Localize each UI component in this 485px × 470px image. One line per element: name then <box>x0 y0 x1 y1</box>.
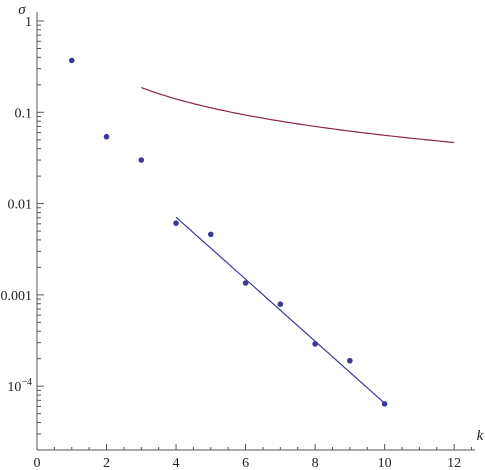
axis-labels: σ k <box>18 2 483 444</box>
data-point <box>138 157 145 163</box>
data-point <box>103 133 110 140</box>
x-tick-label: 10 <box>378 456 392 470</box>
y-tick-label: 0.01 <box>8 198 33 213</box>
x-tick-label: 12 <box>447 456 461 470</box>
y-tick-label: 1 <box>25 15 32 30</box>
y-tick-label-power: 10−4 <box>7 377 32 395</box>
bound-curve <box>141 86 455 144</box>
fit-line <box>175 216 386 404</box>
data-point <box>173 220 179 226</box>
x-tick-label: 8 <box>312 456 319 470</box>
x-tick-label: 2 <box>103 456 110 470</box>
y-tick-label: 0.001 <box>1 289 33 304</box>
x-axis-label: k <box>477 428 484 444</box>
data-point <box>68 57 75 64</box>
x-tick-label: 0 <box>34 456 41 470</box>
x-tick-label: 4 <box>173 456 180 470</box>
series <box>68 57 455 407</box>
y-tick-label: 0.1 <box>15 106 33 121</box>
data-point <box>277 301 284 308</box>
axes <box>36 12 475 451</box>
data-point <box>347 357 353 364</box>
data-point <box>242 280 249 286</box>
x-tick-label: 6 <box>242 456 249 470</box>
data-point <box>208 231 214 238</box>
y-axis-label: σ <box>18 2 26 18</box>
ticks: 0 2 4 6 8 10 12 1 0.1 0.01 0.001 10−4 <box>1 15 473 470</box>
